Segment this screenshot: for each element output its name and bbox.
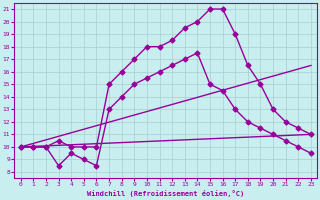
X-axis label: Windchill (Refroidissement éolien,°C): Windchill (Refroidissement éolien,°C) bbox=[87, 190, 244, 197]
